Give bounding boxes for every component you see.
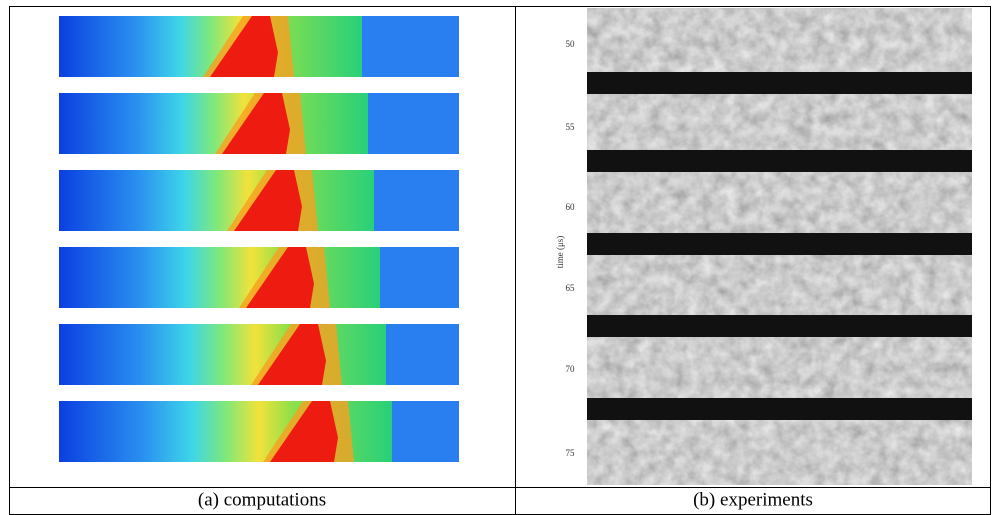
flow-field	[59, 93, 368, 154]
time-label: 65	[566, 283, 576, 293]
mask-bar	[587, 233, 972, 255]
shock-front	[210, 16, 278, 77]
ambient-region	[368, 93, 459, 154]
caption: (a) computations	[198, 489, 326, 510]
shock-front	[246, 247, 314, 308]
time-label: 75	[566, 448, 576, 458]
computation-panel	[59, 16, 459, 462]
caption: (b) experiments	[693, 489, 813, 510]
mask-bar	[587, 150, 972, 172]
shock-front	[258, 324, 326, 385]
ambient-region	[380, 247, 459, 308]
shock-front	[270, 401, 338, 462]
ambient-region	[374, 170, 459, 231]
flow-field	[59, 247, 380, 308]
shock-front	[222, 93, 290, 154]
ambient-region	[392, 401, 459, 462]
ambient-region	[386, 324, 459, 385]
time-label: 60	[566, 202, 576, 212]
mask-bar	[587, 72, 972, 94]
mask-bar	[587, 398, 972, 420]
ambient-region	[362, 16, 459, 77]
mask-bar	[587, 315, 972, 337]
time-label: 50	[566, 39, 576, 49]
shock-front	[234, 170, 302, 231]
axis-label: time (μs)	[555, 236, 565, 269]
flow-field	[59, 170, 374, 231]
experiment-panel: 50 55 60 65 70 75	[566, 8, 972, 485]
time-label: 70	[566, 364, 576, 374]
time-label: 55	[566, 122, 576, 132]
